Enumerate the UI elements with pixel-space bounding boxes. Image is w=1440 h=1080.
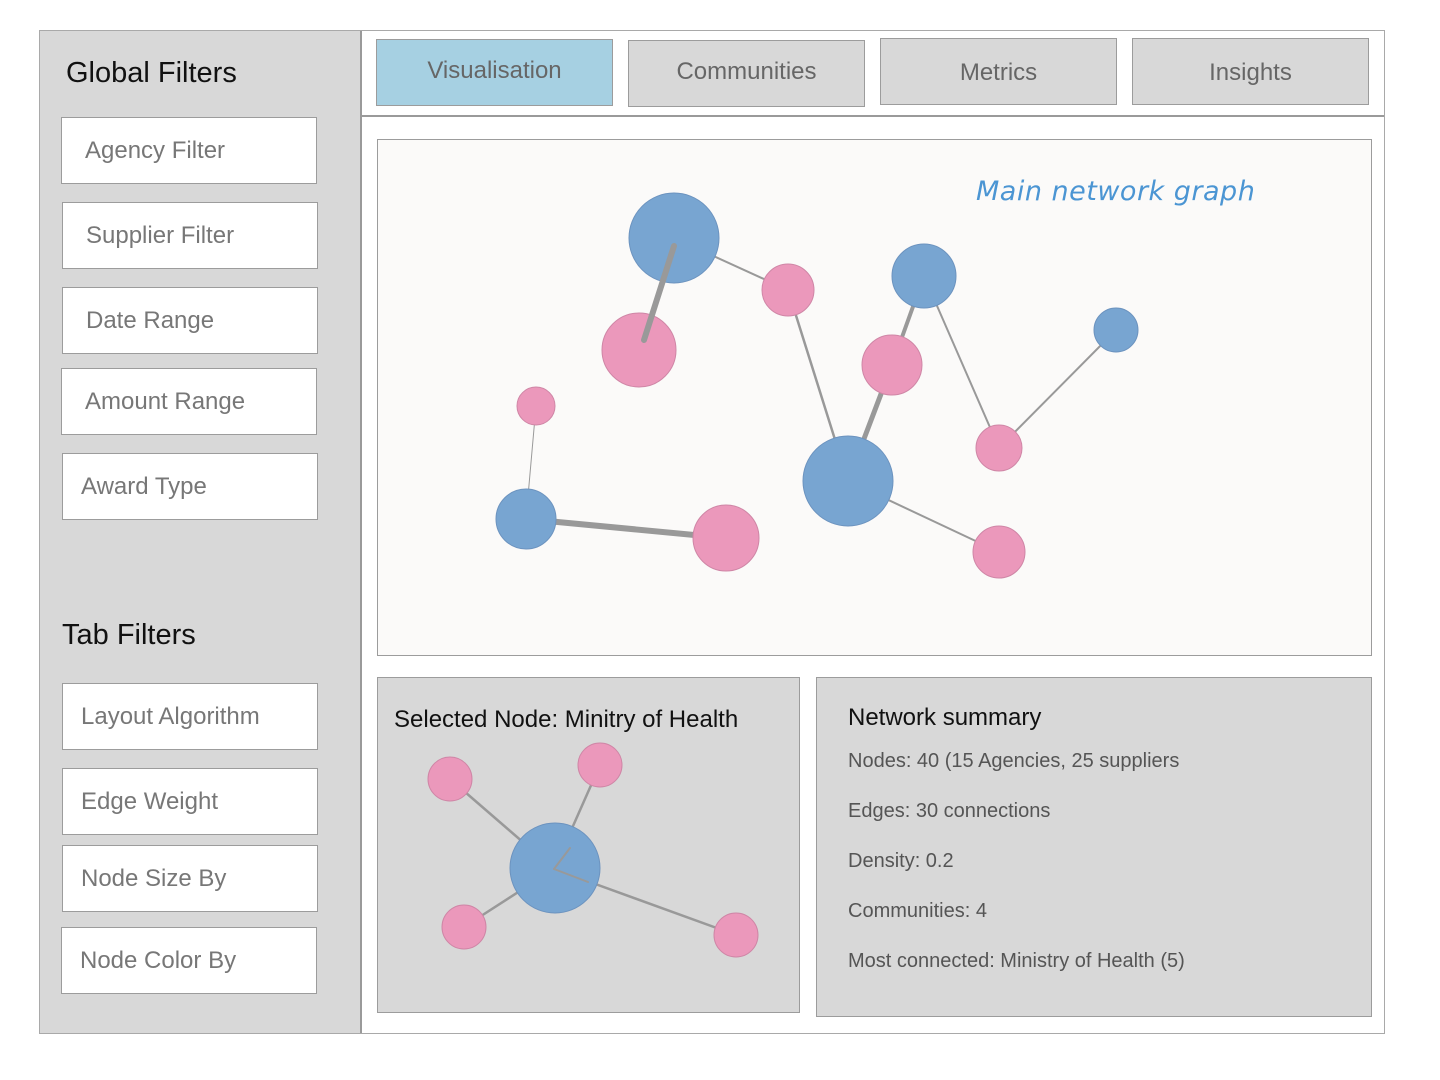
date-range-filter[interactable]: Date Range [62, 287, 318, 354]
graph-node-supplier[interactable] [601, 312, 677, 388]
graph-node-supplier[interactable] [692, 504, 760, 572]
ego-node-supplier[interactable] [441, 904, 487, 950]
tab-insights[interactable]: Insights [1132, 38, 1369, 105]
ego-edge [553, 847, 571, 870]
amount-range-filter[interactable]: Amount Range [61, 368, 317, 435]
graph-node-agency[interactable] [495, 488, 557, 550]
ego-node-supplier[interactable] [577, 742, 623, 788]
graph-edge [998, 329, 1117, 449]
network-graph-canvas[interactable] [378, 140, 1371, 655]
tab-communities[interactable]: Communities [628, 40, 865, 107]
graph-node-supplier[interactable] [761, 263, 815, 317]
selected-node-title: Selected Node: Minitry of Health [394, 706, 739, 733]
edge-weight-filter[interactable]: Edge Weight [62, 768, 318, 835]
ego-network-canvas[interactable] [378, 678, 799, 1012]
ego-node-supplier[interactable] [427, 756, 473, 802]
main-network-graph[interactable]: Main network graph [377, 139, 1372, 656]
graph-node-supplier[interactable] [861, 334, 923, 396]
graph-node-agency[interactable] [1093, 307, 1139, 353]
layout-algorithm-filter[interactable]: Layout Algorithm [62, 683, 318, 750]
selected-node-panel: Selected Node: Minitry of Health [377, 677, 800, 1013]
app-frame: Global Filters Agency Filter Supplier Fi… [39, 30, 1385, 1034]
network-summary-title: Network summary [848, 704, 1042, 731]
ego-node-supplier[interactable] [713, 912, 759, 958]
tab-bar: Visualisation Communities Metrics Insigh… [362, 31, 1384, 117]
summary-density: Density: 0.2 [848, 850, 954, 872]
supplier-filter[interactable]: Supplier Filter [62, 202, 318, 269]
ego-edge [553, 868, 589, 883]
graph-node-supplier[interactable] [516, 386, 556, 426]
sidebar: Global Filters Agency Filter Supplier Fi… [40, 31, 362, 1033]
summary-nodes: Nodes: 40 (15 Agencies, 25 suppliers [848, 750, 1180, 772]
summary-most-connected: Most connected: Ministry of Health (5) [848, 950, 1185, 972]
graph-node-supplier[interactable] [975, 424, 1023, 472]
award-type-filter[interactable]: Award Type [62, 453, 318, 520]
graph-node-agency[interactable] [628, 192, 720, 284]
graph-node-agency[interactable] [891, 243, 957, 309]
node-size-by-filter[interactable]: Node Size By [62, 845, 318, 912]
summary-communities: Communities: 4 [848, 900, 987, 922]
node-color-by-filter[interactable]: Node Color By [61, 927, 317, 994]
graph-node-supplier[interactable] [972, 525, 1026, 579]
tab-metrics[interactable]: Metrics [880, 38, 1117, 105]
graph-annotation: Main network graph [976, 176, 1256, 207]
network-summary-panel: Network summary Nodes: 40 (15 Agencies, … [816, 677, 1372, 1017]
agency-filter[interactable]: Agency Filter [61, 117, 317, 184]
summary-edges: Edges: 30 connections [848, 800, 1051, 822]
global-filters-title: Global Filters [66, 57, 237, 89]
tab-filters-title: Tab Filters [62, 619, 196, 651]
graph-node-agency[interactable] [802, 435, 894, 527]
tab-visualisation[interactable]: Visualisation [376, 39, 613, 106]
graph-edge [641, 243, 677, 343]
